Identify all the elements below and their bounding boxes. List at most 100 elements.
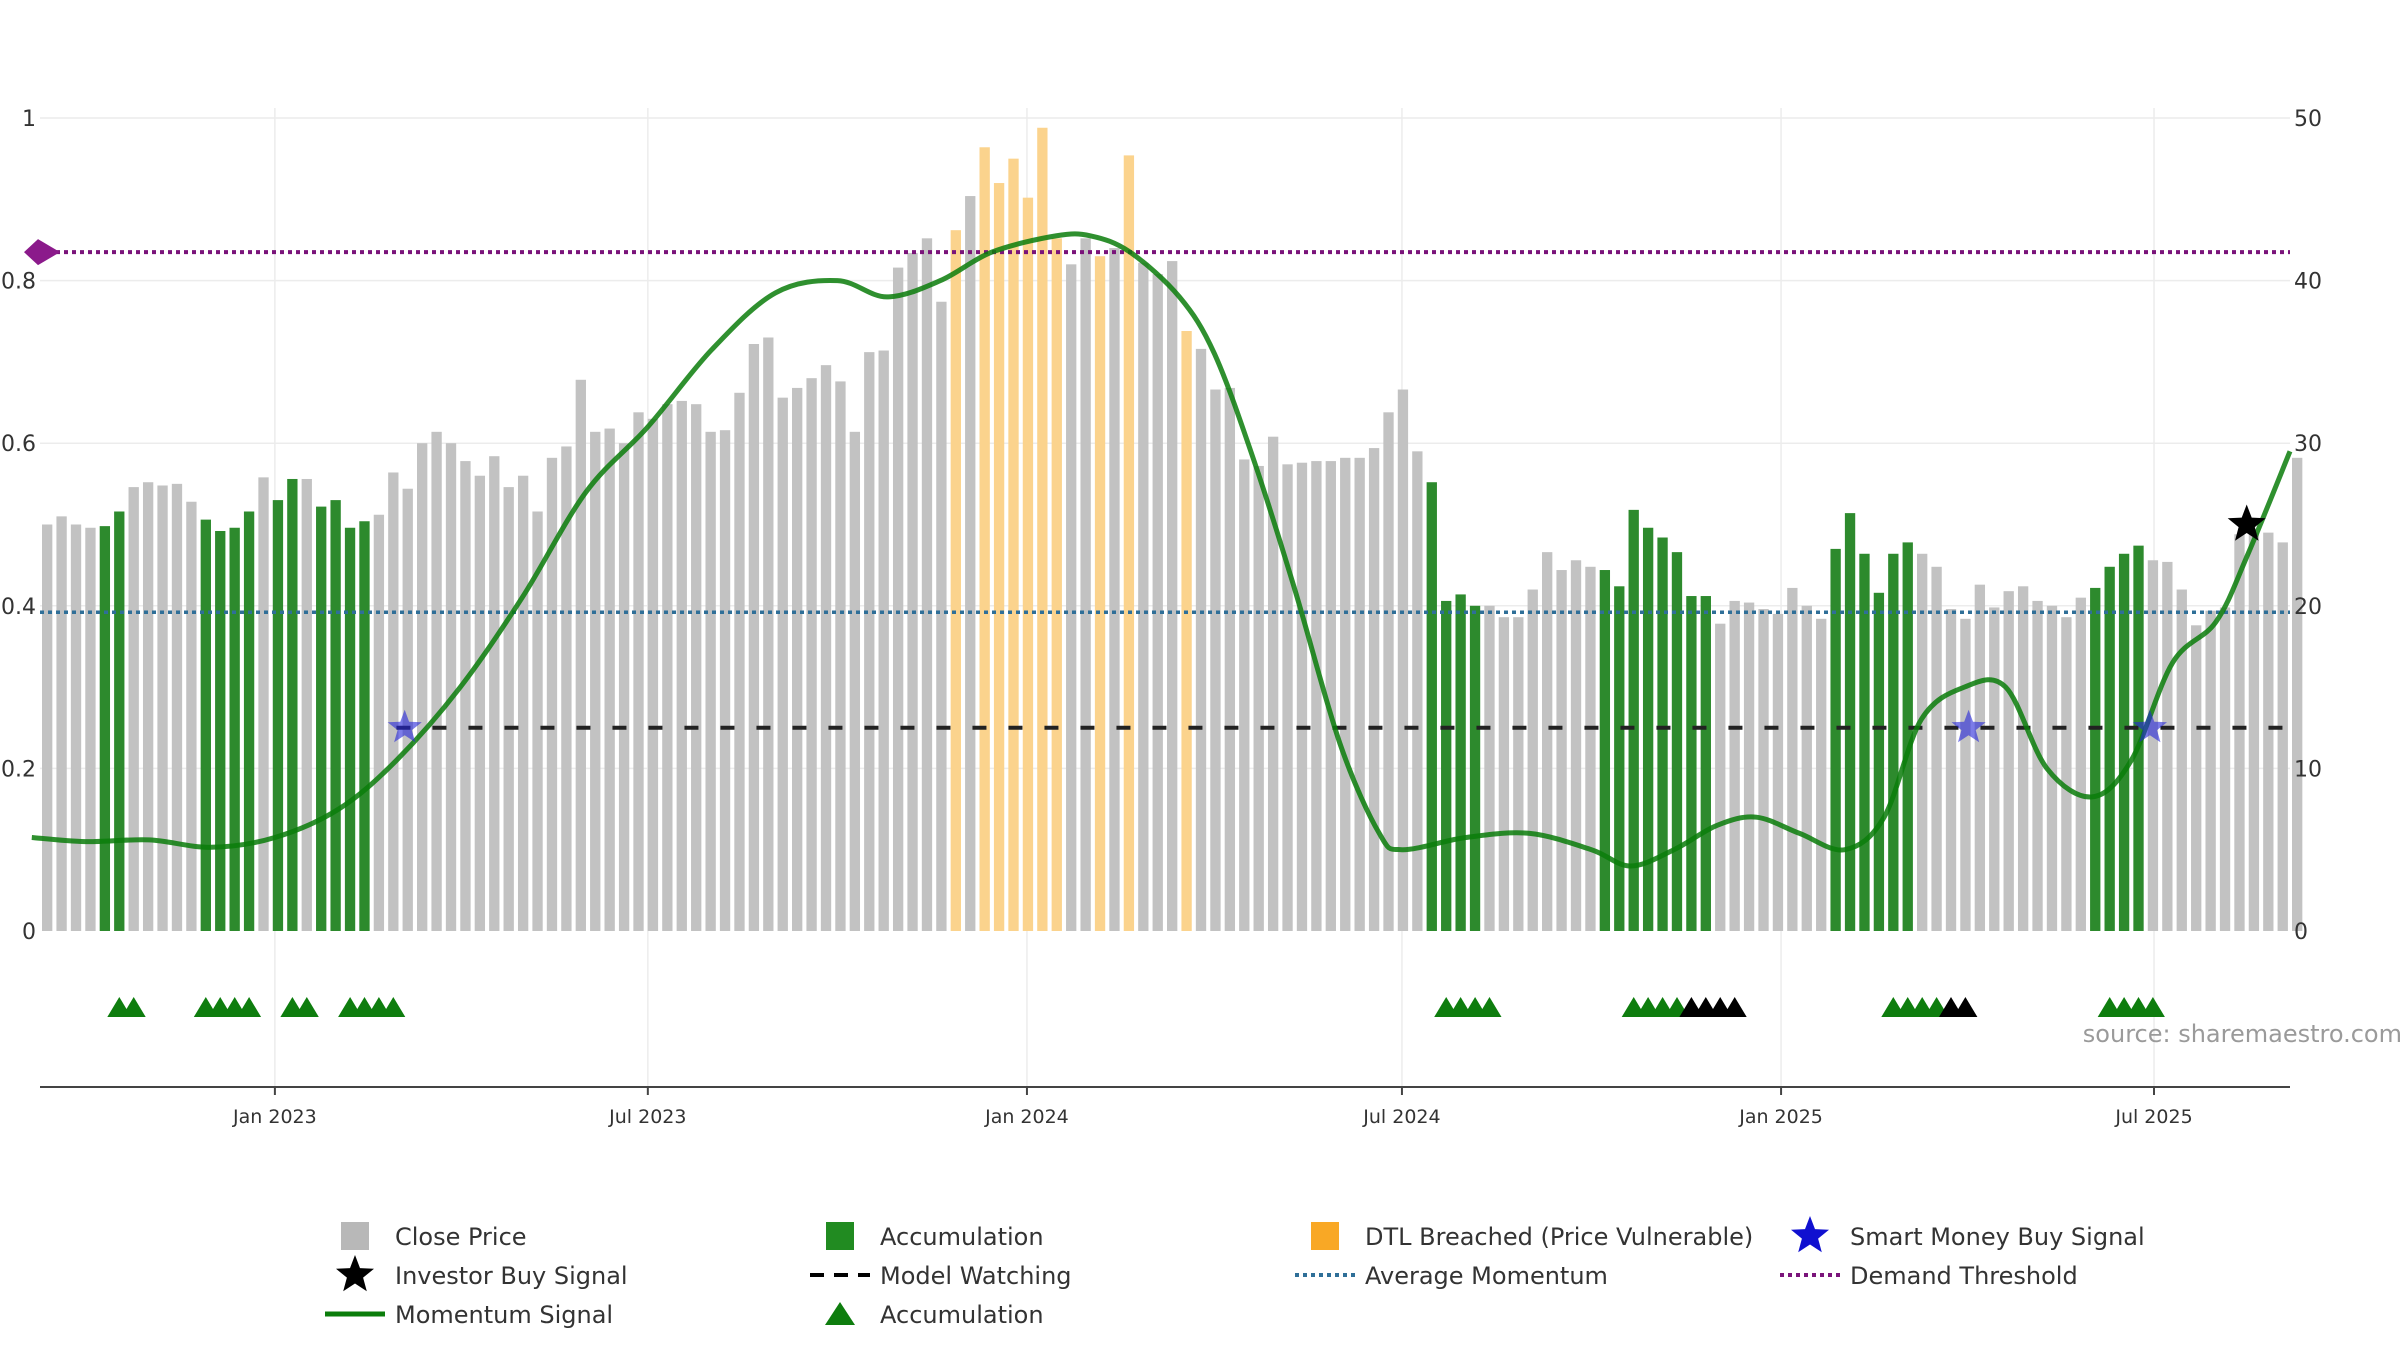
left-tick-label: 0 — [22, 920, 36, 945]
close-bar — [489, 456, 500, 931]
price-bars — [42, 127, 2303, 932]
dtl-bar — [1051, 238, 1062, 931]
close-bar — [1152, 274, 1163, 932]
close-bar — [1772, 613, 1784, 931]
close-bar — [1758, 609, 1769, 931]
legend: Close Price Accumulation DTL Breached (Pri… — [325, 1216, 2145, 1329]
close-bar — [1412, 451, 1423, 931]
close-bar — [431, 431, 442, 931]
dtl-bar — [1022, 197, 1034, 932]
accumulation-bar — [1642, 527, 1654, 931]
close-bar — [1253, 465, 1264, 931]
legend-item: Accumulation — [826, 1222, 1044, 1251]
close-bar — [142, 482, 154, 931]
accumulation-bar — [1844, 513, 1856, 931]
right-tick-label: 30 — [2294, 432, 2322, 457]
accumulation-bar — [272, 500, 284, 931]
right-tick-label: 50 — [2294, 107, 2322, 132]
close-bar — [70, 524, 82, 931]
close-bar — [1484, 605, 1495, 931]
close-bar — [1066, 264, 1077, 932]
close-bar — [373, 514, 385, 931]
close-bar — [417, 443, 428, 931]
close-bar — [1960, 618, 1971, 931]
close-bar — [1816, 618, 1827, 931]
axes: Jan 2023 Jul 2023 Jan 2024 Jul 2024 Jan 2025… — [1, 107, 2322, 1128]
close-bar — [1354, 457, 1365, 931]
close-bar — [2191, 625, 2202, 931]
accumulation-bar — [2104, 566, 2115, 931]
accumulation-bar — [1830, 548, 1841, 931]
accumulation-bar — [1686, 596, 1697, 931]
close-bar — [705, 431, 716, 931]
close-bar — [1585, 566, 1596, 931]
close-bar — [1383, 412, 1394, 931]
right-tick-label: 0 — [2294, 920, 2308, 945]
accumulation-bar — [1888, 553, 1899, 931]
close-bar — [1340, 457, 1351, 931]
accumulation-triangle — [121, 997, 146, 1017]
close-bar — [763, 337, 774, 931]
accumulation-bar — [2090, 587, 2101, 931]
accumulation-triangle — [1953, 997, 1978, 1017]
close-bar — [1542, 552, 1553, 931]
close-bar — [2046, 605, 2058, 931]
close-bar — [1282, 464, 1293, 931]
close-bar — [42, 524, 53, 931]
accumulation-triangle — [294, 997, 319, 1017]
accumulation-bar — [99, 526, 111, 931]
dtl-bar — [1008, 158, 1019, 931]
legend-square-icon — [341, 1222, 369, 1250]
legend-label: Smart Money Buy Signal — [1850, 1223, 2145, 1251]
close-bar — [301, 478, 312, 931]
close-bar — [85, 527, 96, 931]
accumulation-triangle — [2140, 997, 2165, 1017]
close-bar — [1729, 600, 1740, 931]
legend-triangle-icon — [825, 1302, 855, 1325]
accumulation-bar — [1873, 592, 1885, 931]
investor-buy-star — [2227, 504, 2266, 541]
legend-item: Momentum Signal — [325, 1301, 613, 1329]
close-bar — [2032, 600, 2043, 931]
accumulation-triangle — [237, 997, 262, 1017]
accumulation-bar — [1469, 605, 1481, 931]
close-bar — [171, 483, 183, 931]
legend-label: Accumulation — [880, 1223, 1044, 1251]
accumulation-bar — [1614, 586, 1625, 931]
close-bar — [1138, 262, 1149, 932]
dtl-bar — [993, 183, 1005, 932]
close-bar — [460, 461, 471, 931]
close-bar — [1743, 602, 1755, 931]
accumulation-bar — [215, 531, 226, 931]
close-bar — [2176, 589, 2187, 931]
close-bar — [1556, 570, 1567, 931]
close-bar — [2292, 457, 2303, 931]
accumulation-triangle — [1722, 997, 1747, 1017]
close-bar — [1325, 461, 1336, 931]
close-bar — [734, 392, 745, 931]
close-bar — [517, 475, 529, 931]
close-bar — [1210, 389, 1221, 931]
right-tick-label: 20 — [2294, 595, 2322, 620]
demand-threshold-marker — [24, 239, 60, 266]
close-bar — [561, 446, 572, 931]
close-bar — [864, 352, 875, 931]
close-bar — [503, 487, 514, 931]
close-bar — [1167, 261, 1178, 932]
accumulation-bar — [1671, 552, 1683, 931]
right-tick-label: 10 — [2294, 757, 2322, 782]
close-bar — [1513, 617, 1524, 931]
legend-star-icon — [336, 1255, 374, 1292]
accumulation-bar — [2118, 553, 2130, 931]
accumulation-bar — [1599, 570, 1611, 931]
close-bar — [1498, 617, 1510, 931]
x-tick-label: Jul 2024 — [1362, 1106, 1440, 1128]
close-bar — [2162, 561, 2173, 931]
close-bar — [2075, 597, 2086, 931]
accumulation-bar — [2133, 545, 2144, 931]
close-bar — [388, 472, 399, 931]
smart-money-buy-star — [1951, 709, 1986, 743]
accumulation-bar — [344, 527, 356, 931]
legend-item: Investor Buy Signal — [336, 1255, 628, 1292]
